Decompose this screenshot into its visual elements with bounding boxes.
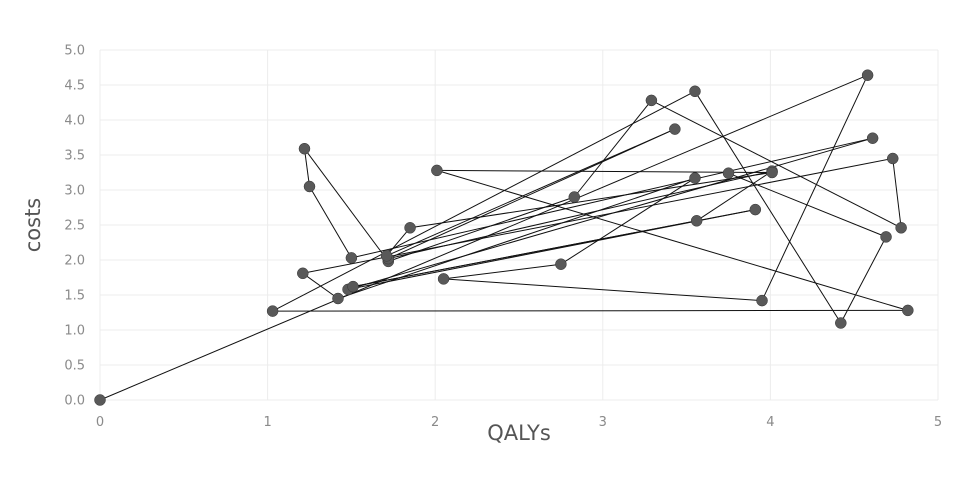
connecting-line-segment (304, 148, 389, 262)
connecting-line-segment (443, 278, 763, 302)
data-point (645, 94, 658, 107)
connecting-line-segment (352, 220, 697, 288)
data-point (766, 166, 778, 179)
data-point (298, 142, 311, 155)
connecting-line-segment (443, 263, 561, 280)
y-tick-label: 1.5 (64, 289, 85, 304)
connecting-line-segment (761, 74, 869, 301)
data-points (94, 69, 914, 406)
data-point (902, 304, 914, 317)
y-tick-label: 4.5 (64, 79, 85, 94)
data-point (431, 164, 443, 177)
data-point (347, 280, 359, 293)
x-tick-label: 3 (599, 415, 607, 430)
data-point (866, 132, 879, 144)
connecting-line-segment (302, 158, 893, 274)
connecting-line-segment (892, 158, 902, 228)
data-point (689, 85, 701, 98)
y-tick-label: 0.0 (64, 394, 85, 409)
y-tick-label: 2.5 (64, 219, 85, 234)
data-point (835, 317, 847, 329)
data-point (749, 203, 762, 216)
connecting-line-segment (573, 100, 652, 198)
data-point (555, 258, 567, 270)
connecting-line-segment (651, 99, 902, 229)
connecting-line-segment (272, 90, 696, 312)
connecting-line-segment (436, 169, 773, 173)
y-tick-label: 4.0 (64, 114, 85, 129)
connecting-line-segment (272, 309, 908, 312)
data-point (756, 294, 768, 307)
y-tick-label: 5.0 (64, 44, 85, 59)
connecting-line-segment (436, 169, 908, 311)
connecting-line-segment (388, 128, 676, 260)
y-tick-label: 2.0 (64, 254, 85, 269)
data-point (568, 191, 581, 203)
connecting-line-segment (386, 227, 411, 257)
data-point (880, 231, 892, 243)
data-point (722, 167, 735, 179)
y-tick-label: 3.0 (64, 184, 85, 199)
data-point (437, 273, 450, 285)
connecting-line-segment (694, 91, 842, 324)
connecting-line-segment (388, 170, 773, 260)
connecting-line-segment (351, 137, 873, 259)
connecting-line-segment (386, 128, 676, 257)
data-point (690, 215, 703, 227)
connecting-lines (99, 74, 908, 401)
y-tick-label: 1.0 (64, 324, 85, 339)
y-axis-title: costs (21, 198, 45, 253)
data-point (266, 305, 279, 317)
y-axis-ticks: 0.0 0.5 1.0 1.5 2.0 2.5 3.0 3.5 4.0 4.5 5.0 (64, 44, 85, 409)
y-tick-label: 0.5 (64, 359, 85, 374)
x-tick-label: 2 (431, 415, 439, 430)
data-point (689, 172, 701, 184)
x-tick-label: 1 (263, 415, 271, 430)
data-point (669, 123, 681, 135)
data-point (886, 152, 899, 165)
data-point (303, 180, 316, 193)
connecting-line-segment (347, 137, 873, 290)
connecting-line-segment (303, 148, 310, 187)
x-axis-title: QALYs (487, 421, 551, 445)
connecting-line-segment (728, 172, 887, 238)
x-tick-label: 5 (934, 415, 942, 430)
connecting-line-segment (696, 170, 773, 222)
data-point (895, 222, 907, 234)
data-point (380, 250, 393, 262)
connecting-line-segment (309, 186, 352, 259)
data-point (332, 292, 344, 305)
grid (99, 49, 939, 401)
connecting-line-segment (409, 172, 773, 229)
connecting-line-segment (840, 236, 887, 324)
data-point (345, 252, 358, 264)
x-tick-label: 0 (96, 415, 104, 430)
data-point (94, 394, 106, 406)
x-axis-ticks: 0 1 2 3 4 5 (96, 415, 942, 430)
x-tick-label: 4 (766, 415, 774, 430)
data-point (861, 69, 874, 81)
connecting-line-segment (560, 177, 696, 265)
data-point (404, 222, 416, 234)
y-tick-label: 3.5 (64, 149, 85, 164)
data-point (297, 267, 309, 280)
